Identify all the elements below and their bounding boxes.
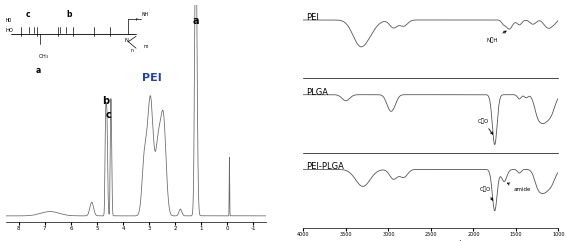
- Text: C＝O: C＝O: [477, 118, 493, 134]
- Text: a: a: [193, 16, 200, 26]
- X-axis label: Wavenumbers (cm⁻¹): Wavenumbers (cm⁻¹): [397, 240, 464, 241]
- Text: PEI: PEI: [306, 13, 319, 22]
- Text: n: n: [131, 48, 134, 53]
- Text: c: c: [26, 10, 30, 19]
- Text: b: b: [67, 10, 73, 19]
- Text: r: r: [136, 17, 138, 22]
- Text: N－H: N－H: [486, 31, 506, 43]
- Text: PEI: PEI: [142, 73, 162, 83]
- Text: a: a: [36, 66, 41, 74]
- Text: HO: HO: [6, 27, 14, 33]
- Text: amide: amide: [507, 183, 531, 192]
- Text: CH$_3$: CH$_3$: [39, 53, 49, 61]
- Text: PLGA: PLGA: [306, 88, 328, 97]
- Text: PEI-PLGA: PEI-PLGA: [306, 162, 344, 172]
- Text: b: b: [102, 96, 109, 107]
- Text: NH: NH: [141, 12, 149, 17]
- Text: m: m: [144, 44, 149, 49]
- Text: C＝O: C＝O: [480, 187, 493, 200]
- Text: N: N: [124, 39, 128, 43]
- Text: HO: HO: [6, 18, 12, 23]
- Text: c: c: [106, 110, 112, 120]
